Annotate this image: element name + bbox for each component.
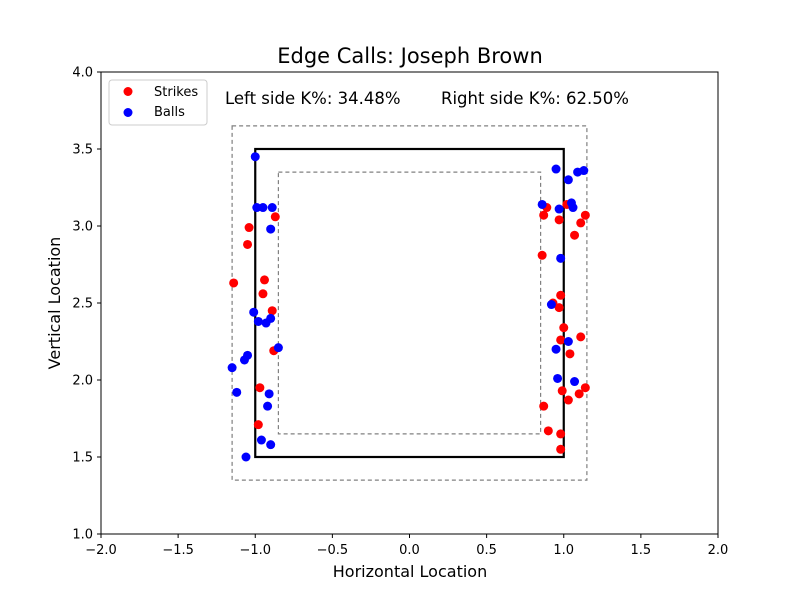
strikes-point	[559, 323, 569, 333]
x-tick-label: 1.0	[553, 543, 574, 558]
y-tick-label: 4.0	[72, 66, 93, 81]
strikes-point	[270, 212, 280, 222]
balls-point	[266, 440, 276, 450]
strikes-point	[539, 210, 549, 220]
x-tick-label: 0.5	[476, 543, 497, 558]
balls-point	[563, 175, 573, 185]
x-tick-label: 2.0	[708, 543, 729, 558]
strikes-point	[229, 278, 239, 288]
strikes-point	[253, 420, 263, 430]
chart-title: Edge Calls: Joseph Brown	[277, 44, 543, 68]
strikes-point	[576, 218, 586, 228]
balls-point	[239, 355, 249, 365]
balls-point	[264, 389, 274, 399]
legend-box	[108, 79, 208, 126]
strikes-point	[537, 250, 547, 260]
x-tick-label: 0.0	[399, 543, 420, 558]
y-tick-label: 1.0	[72, 528, 93, 543]
balls-point	[253, 316, 263, 326]
balls-point	[227, 363, 237, 373]
y-tick-label: 1.5	[72, 451, 93, 466]
balls-point	[250, 152, 260, 162]
balls-point	[551, 344, 561, 354]
balls-point	[252, 203, 262, 213]
strikes-point	[580, 210, 590, 220]
balls-point	[537, 199, 547, 209]
strikes-point	[267, 306, 277, 316]
right-side-k-annotation: Right side K%: 62.50%	[441, 89, 629, 108]
y-axis-label: Vertical Location	[45, 237, 64, 370]
y-tick-label: 2.5	[72, 297, 93, 312]
strikes-point	[260, 275, 270, 285]
balls-point	[553, 373, 563, 383]
legend-balls-label: Balls	[154, 105, 185, 120]
legend-strikes-marker	[123, 87, 133, 96]
zone-layer	[231, 125, 588, 481]
x-axis-label: Horizontal Location	[333, 562, 487, 581]
balls-point	[546, 300, 556, 310]
strikes-point	[570, 230, 580, 240]
balls-point	[258, 203, 268, 213]
balls-point	[554, 204, 564, 214]
legend-balls-marker	[123, 108, 133, 117]
inner-edge-band	[277, 171, 542, 435]
strikes-point	[556, 444, 566, 454]
x-tick-label: −0.5	[317, 543, 349, 558]
balls-point	[551, 164, 561, 174]
strikes-point	[556, 335, 566, 345]
left-side-k-annotation: Left side K%: 34.48%	[225, 89, 401, 108]
x-axis: −2.0 −1.5 −1.0 −0.5 0.0 0.5 1.0 1.5 2.0	[85, 534, 728, 558]
y-tick-label: 3.5	[72, 143, 93, 158]
balls-point	[273, 343, 283, 353]
balls-point	[556, 253, 566, 263]
balls-point	[579, 166, 589, 176]
balls-point	[241, 452, 251, 462]
strikes-point	[563, 395, 573, 405]
strikes-point	[556, 290, 566, 300]
y-tick-label: 3.0	[72, 220, 93, 235]
strikes-point	[556, 429, 566, 439]
x-tick-label: −1.0	[239, 543, 271, 558]
balls-point	[267, 203, 277, 213]
strikes-point	[576, 332, 586, 342]
balls-point	[563, 337, 573, 346]
strikes-point	[554, 303, 564, 313]
strikes-point	[580, 383, 590, 393]
balls-point	[568, 203, 578, 213]
x-tick-label: 1.5	[631, 543, 652, 558]
strikes-point	[543, 426, 553, 436]
strikes-point	[554, 215, 564, 225]
strikes-point	[244, 223, 254, 233]
strikes-point	[243, 239, 253, 249]
points-layer	[227, 152, 590, 462]
y-axis: 1.0 1.5 2.0 2.5 3.0 3.5 4.0	[72, 66, 101, 543]
balls-point	[263, 401, 273, 411]
balls-point	[266, 313, 276, 323]
x-tick-label: −2.0	[85, 543, 117, 558]
balls-point	[249, 307, 259, 317]
balls-point	[256, 435, 266, 445]
outer-edge-band	[231, 125, 588, 481]
legend: Strikes Balls	[108, 79, 208, 126]
y-tick-label: 2.0	[72, 374, 93, 389]
strikes-point	[557, 386, 567, 396]
strikes-point	[565, 349, 575, 359]
strike-zone	[254, 147, 565, 459]
balls-point	[232, 387, 242, 397]
x-tick-label: −1.5	[162, 543, 194, 558]
strikes-point	[574, 389, 584, 399]
balls-point	[266, 224, 276, 234]
legend-strikes-label: Strikes	[154, 85, 198, 100]
balls-point	[570, 377, 580, 387]
strikes-point	[539, 401, 549, 411]
strikes-point	[258, 289, 268, 299]
strikes-point	[255, 383, 265, 393]
